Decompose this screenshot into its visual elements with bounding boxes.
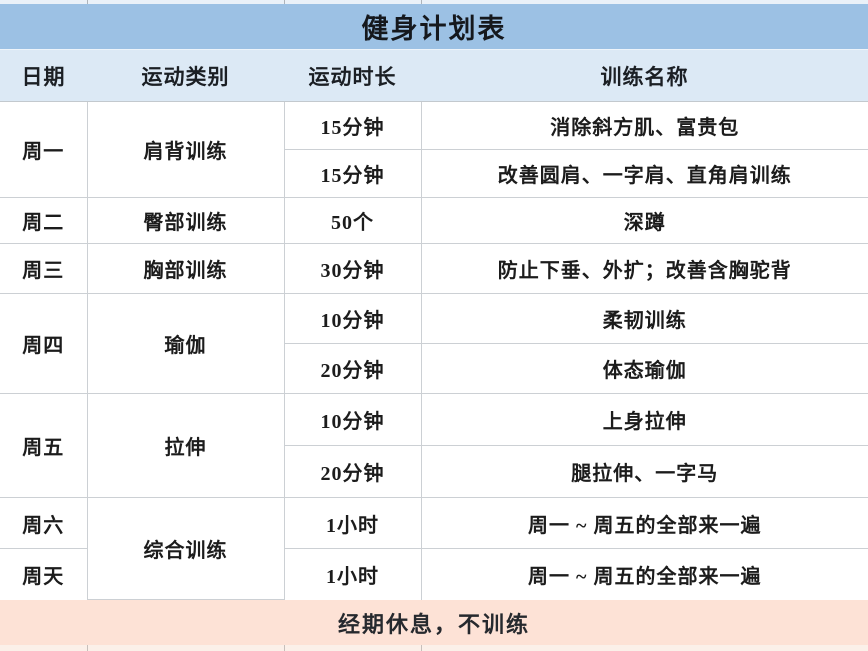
- footer-note: 经期休息，不训练: [337, 611, 530, 637]
- training-name-cell: 周一 ~ 周五的全部来一遍: [420, 497, 868, 549]
- day-cell: 周四: [0, 293, 88, 394]
- table-body: 周一 肩背训练 15分钟 消除斜方肌、富贵包 15分钟 改善圆肩、一字肩、直角肩…: [0, 101, 868, 600]
- top-edge-strip: [0, 0, 868, 4]
- day-cell: 周一: [0, 101, 88, 198]
- column-divider: [87, 0, 88, 4]
- category-cell: 瑜伽: [86, 293, 285, 394]
- training-name-cell: 深蹲: [420, 197, 868, 244]
- column-divider: [87, 645, 88, 651]
- training-name-cell: 体态瑜伽: [420, 343, 868, 394]
- category-cell: 胸部训练: [86, 243, 285, 294]
- training-name-cell: 改善圆肩、一字肩、直角肩训练: [420, 149, 868, 198]
- column-divider: [284, 645, 285, 651]
- column-header-duration: 运动时长: [284, 50, 421, 102]
- duration-cell: 50个: [283, 197, 422, 244]
- table-row: 20分钟 体态瑜伽: [0, 343, 868, 394]
- training-name-cell: 防止下垂、外扩；改善含胸驼背: [420, 243, 868, 294]
- training-name-cell: 柔韧训练: [420, 293, 868, 344]
- table-row: 周三 胸部训练 30分钟 防止下垂、外扩；改善含胸驼背: [0, 243, 868, 294]
- category-cell: 综合训练: [86, 497, 285, 600]
- column-divider: [284, 0, 285, 4]
- duration-cell: 10分钟: [283, 393, 422, 446]
- column-header-category: 运动类别: [87, 50, 284, 102]
- column-divider: [421, 0, 422, 4]
- duration-cell: 15分钟: [284, 149, 422, 198]
- day-cell: 周五: [0, 393, 88, 498]
- table-row: 15分钟 改善圆肩、一字肩、直角肩训练: [0, 149, 868, 198]
- day-cell: 周二: [0, 197, 88, 244]
- day-cell: 周六: [0, 497, 88, 549]
- column-header-training-name: 训练名称: [421, 50, 868, 102]
- day-cell: 周天: [0, 548, 88, 600]
- table-row: 周一 肩背训练 15分钟 消除斜方肌、富贵包: [0, 101, 868, 198]
- duration-cell: 10分钟: [283, 293, 422, 344]
- table-header: 日期 运动类别 运动时长 训练名称: [0, 50, 868, 102]
- table-row: 周六 综合训练 1小时 周一 ~ 周五的全部来一遍: [0, 497, 868, 600]
- table-title-band: 健身计划表: [0, 4, 868, 50]
- page-title: 健身计划表: [361, 14, 507, 44]
- column-divider: [421, 645, 422, 651]
- duration-cell: 30分钟: [283, 243, 422, 294]
- duration-cell: 15分钟: [283, 101, 422, 150]
- table-row: 周天 1小时 周一 ~ 周五的全部来一遍: [0, 548, 868, 600]
- bottom-edge-strip: [0, 645, 868, 651]
- footer-note-band: 经期休息，不训练: [0, 600, 868, 645]
- table-row: 周五 拉伸 10分钟 上身拉伸: [0, 393, 868, 498]
- header-row: 日期 运动类别 运动时长 训练名称: [0, 50, 868, 102]
- duration-cell: 20分钟: [284, 445, 422, 498]
- table-row: 周二 臀部训练 50个 深蹲: [0, 197, 868, 244]
- table-row: 周四 瑜伽 10分钟 柔韧训练: [0, 293, 868, 394]
- duration-cell: 1小时: [283, 548, 422, 600]
- fitness-plan-table: 日期 运动类别 运动时长 训练名称 周一 肩背训练 15分钟 消除斜方肌、富贵包…: [0, 50, 868, 600]
- column-header-date: 日期: [0, 50, 87, 102]
- training-name-cell: 腿拉伸、一字马: [420, 445, 868, 498]
- training-name-cell: 消除斜方肌、富贵包: [420, 101, 868, 150]
- training-name-cell: 周一 ~ 周五的全部来一遍: [420, 548, 868, 600]
- category-cell: 肩背训练: [86, 101, 285, 198]
- duration-cell: 1小时: [283, 497, 422, 549]
- duration-cell: 20分钟: [284, 343, 422, 394]
- category-cell: 拉伸: [86, 393, 285, 498]
- day-cell: 周三: [0, 243, 88, 294]
- training-name-cell: 上身拉伸: [420, 393, 868, 446]
- category-cell: 臀部训练: [86, 197, 285, 244]
